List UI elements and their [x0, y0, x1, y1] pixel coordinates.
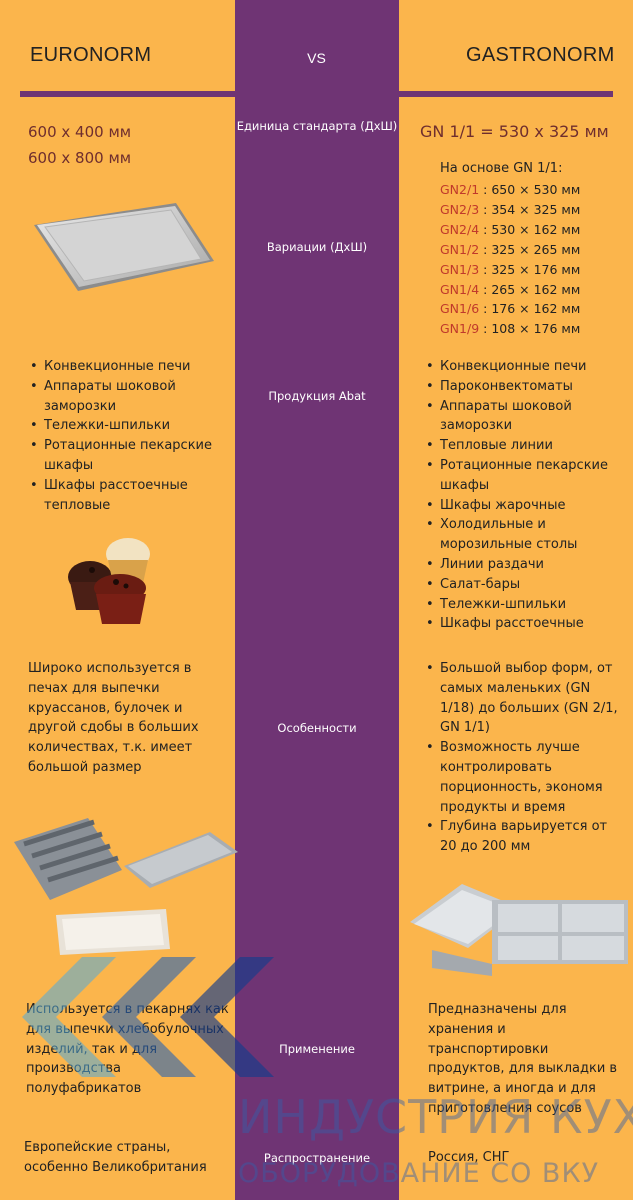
gn-code: GN1/3 [440, 261, 480, 277]
watermark-line-2: ОБОРУДОВАНИЕ СО ВКУ [238, 1158, 600, 1189]
list-item: GN1/6 : 176 × 162 мм [440, 299, 580, 319]
list-item: Ротационные пекарские шкафы [28, 436, 223, 476]
unit-label: Единица стандарта (ДхШ) [236, 119, 398, 133]
baking-pans-image [14, 818, 238, 900]
gn-code: GN1/4 [440, 281, 480, 297]
baking-tray-image [34, 203, 214, 291]
production-label: Продукция Abat [268, 389, 366, 403]
list-item: Холодильные и морозильные столы [424, 515, 624, 555]
list-item: Шкафы расстоечные [424, 614, 624, 634]
list-item: Конвекционные печи [28, 357, 223, 377]
list-item: Ротационные пекарские шкафы [424, 456, 624, 496]
list-item: Тепловые линии [424, 436, 624, 456]
list-item: Глубина варьируется от 20 до 200 мм [424, 817, 620, 857]
euronorm-spread: Европейские страны, особенно Великобрита… [24, 1140, 207, 1175]
list-item: GN1/3 : 325 × 176 мм [440, 260, 580, 280]
gastronorm-containers-image [410, 884, 628, 976]
list-item: Возможность лучше контролировать порцион… [424, 738, 620, 817]
gn-size: : 325 × 265 мм [479, 241, 581, 257]
gn-code: GN2/1 [440, 182, 480, 197]
gn-code: GN2/3 [440, 201, 480, 217]
list-item: GN2/3 : 354 × 325 мм [440, 200, 580, 220]
list-item: Аппараты шоковой заморозки [28, 377, 223, 417]
features-label: Особенности [277, 721, 357, 735]
gastronorm-products-list: Конвекционные печи Пароконвектоматы Аппа… [424, 357, 624, 634]
euronorm-title: EURONORM [30, 44, 152, 66]
usage-label: Применение [279, 1042, 355, 1056]
gastronorm-variants-list: GN2/1 : 650 × 530 мм GN2/3 : 354 × 325 м… [440, 180, 580, 339]
center-column [235, 0, 399, 1200]
gastronorm-unit: GN 1/1 = 530 х 325 мм [420, 122, 609, 141]
list-item: Линии раздачи [424, 555, 624, 575]
list-item: GN1/2 : 325 × 265 мм [440, 240, 580, 260]
list-item: Большой выбор форм, от самых маленьких (… [424, 659, 620, 738]
white-tray-image [56, 909, 170, 955]
gn-size: : 108 × 176 мм [479, 321, 581, 337]
euronorm-size-1: 600 х 400 мм [28, 123, 132, 141]
gn-size: : 650 × 530 мм [479, 182, 581, 197]
list-item: Шкафы расстоечные тепловые [28, 476, 223, 516]
gn-size: : 176 × 162 мм [479, 301, 581, 317]
watermark-logo [22, 957, 274, 1077]
euronorm-features: Широко используется в печах для выпечки … [28, 661, 199, 775]
list-item: Аппараты шоковой заморозки [424, 397, 624, 437]
gastronorm-usage: Предназначены для хранения и транспортир… [428, 1002, 618, 1116]
gn-size: : 265 × 162 мм [479, 281, 581, 297]
list-item: Пароконвектоматы [424, 377, 624, 397]
cupcakes-image [68, 538, 150, 624]
gn-code: GN1/2 [440, 241, 480, 257]
header-divider [20, 91, 613, 97]
gastronorm-spread: Россия, СНГ [428, 1150, 510, 1165]
list-item: Тележки-шпильки [28, 416, 223, 436]
spread-label: Распространение [263, 1151, 371, 1165]
gn-code: GN1/6 [440, 301, 480, 317]
euronorm-size-2: 600 х 800 мм [28, 149, 132, 167]
list-item: GN1/4 : 265 × 162 мм [440, 280, 580, 300]
list-item: Тележки-шпильки [424, 595, 624, 615]
list-item: GN2/4 : 530 × 162 мм [440, 220, 580, 240]
gastronorm-title: GASTRONORM [466, 44, 615, 66]
vs-label: VS [307, 50, 326, 66]
variants-label: Вариации (ДхШ) [266, 240, 368, 254]
list-item: Салат-бары [424, 575, 624, 595]
watermark-line-1: ИНДУСТРИЯ КУХ [238, 1090, 633, 1144]
list-item: Шкафы жарочные [424, 496, 624, 516]
list-item: GN1/9 : 108 × 176 мм [440, 319, 580, 339]
euronorm-products-list: Конвекционные печи Аппараты шоковой замо… [28, 357, 223, 515]
gn-code: GN2/4 [440, 221, 480, 237]
list-item: GN2/1 : 650 × 530 мм [440, 180, 580, 200]
gn-size: : 354 × 325 мм [479, 201, 581, 217]
gastronorm-features-list: Большой выбор форм, от самых маленьких (… [424, 659, 620, 857]
list-item: Конвекционные печи [424, 357, 624, 377]
gastronorm-base: На основе GN 1/1: [440, 161, 563, 176]
gn-size: : 325 × 176 мм [479, 261, 581, 277]
gn-size: : 530 × 162 мм [479, 221, 581, 237]
gn-code: GN1/9 [440, 321, 480, 337]
